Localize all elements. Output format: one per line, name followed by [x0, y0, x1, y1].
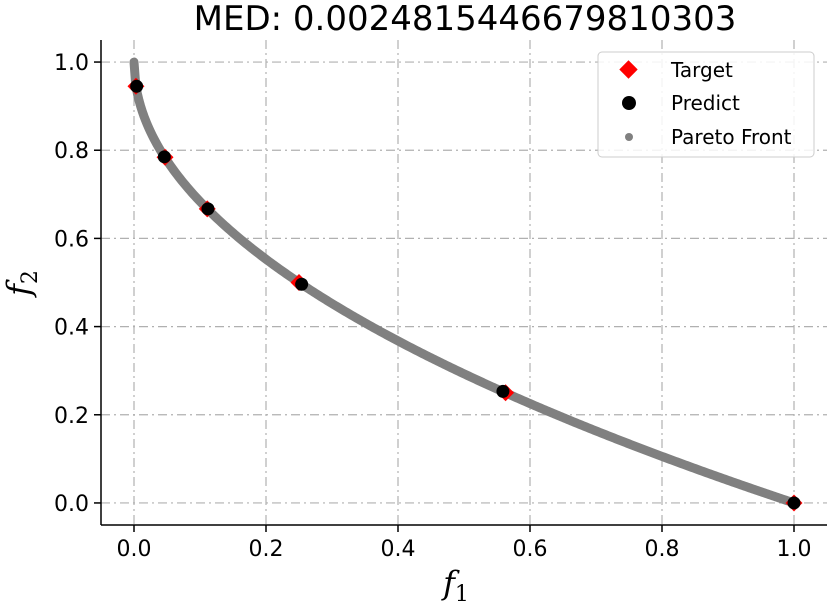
predict-series: [130, 79, 801, 510]
pareto-front-point: [315, 292, 322, 299]
pareto-front-point: [131, 59, 137, 66]
pareto-front-point: [725, 477, 731, 484]
legend-pareto-label: Pareto Front: [671, 125, 792, 149]
pareto-front-curve: [129, 57, 799, 508]
pareto-front-point: [136, 98, 143, 105]
pareto-front-point: [131, 73, 138, 80]
pareto-front-point: [692, 465, 698, 472]
x-tick-label: 0.4: [381, 537, 416, 562]
pareto-front-point: [421, 351, 428, 358]
pareto-front-point: [626, 440, 632, 447]
pareto-front-point: [447, 364, 454, 371]
predict-point: [295, 277, 309, 291]
pareto-front-point: [593, 428, 599, 435]
y-tick-label: 0.4: [54, 316, 89, 341]
pareto-front-point: [170, 167, 177, 174]
x-tick-label: 0.2: [249, 537, 284, 562]
pareto-front-point: [375, 327, 382, 334]
x-tick-label: 0.0: [117, 537, 152, 562]
pareto-front-point: [758, 488, 764, 495]
pareto-front-point: [142, 118, 149, 125]
pareto-front-point: [138, 107, 145, 114]
legend-target-label: Target: [670, 58, 733, 82]
x-axis-label-sub: 1: [455, 582, 469, 607]
predict-point: [157, 150, 171, 164]
pareto-front-point: [147, 128, 154, 135]
y-tick-label: 0.0: [54, 492, 89, 517]
y-axis-label: f2: [0, 270, 43, 298]
chart-title: MED: 0.0024815446679810303: [194, 0, 737, 39]
pareto-front-point: [246, 243, 253, 250]
pareto-front-point: [230, 229, 236, 236]
legend-predict-marker: [622, 96, 636, 110]
axes: [100, 40, 827, 526]
x-axis-label: f1: [441, 564, 469, 607]
y-axis-label-sub: 2: [18, 270, 43, 284]
pareto-front-point: [180, 179, 187, 186]
x-tick-label: 0.8: [645, 537, 680, 562]
pareto-front-point: [263, 256, 269, 263]
pareto-front-point: [395, 337, 401, 344]
predict-point: [130, 79, 144, 93]
pareto-front-point: [216, 218, 223, 225]
legend-pareto-marker: [625, 133, 633, 141]
y-tick-label: 1.0: [54, 51, 89, 76]
pareto-front-point: [355, 316, 362, 323]
pareto-front-point: [131, 68, 138, 75]
legend-box: [597, 51, 815, 158]
predict-point: [496, 384, 510, 398]
y-tick-label: 0.8: [54, 139, 89, 164]
predict-point: [787, 496, 801, 510]
x-tick-label: 1.0: [777, 537, 812, 562]
pareto-front-series: [129, 57, 799, 508]
predict-point: [201, 202, 215, 216]
pareto-front-point: [190, 191, 197, 198]
pareto-front-point: [659, 453, 665, 460]
pareto-front-point: [154, 141, 161, 148]
pareto-front-point: [560, 414, 566, 421]
pareto-front-point: [335, 304, 342, 311]
pareto-front-point: [527, 400, 533, 407]
legend-target-marker: [619, 60, 638, 79]
x-tick-label: 0.6: [513, 537, 548, 562]
y-tick-label: 0.2: [54, 404, 89, 429]
pareto-front-point: [279, 268, 286, 275]
legend: Target Predict Pareto Front: [597, 51, 815, 158]
pareto-front-point: [474, 376, 481, 383]
ticks: 0.0 0.2 0.4 0.6 0.8 1.0 0.0 0.2 0.4 0.6 0.8 1.0: [54, 51, 812, 562]
legend-predict-label: Predict: [671, 91, 740, 115]
y-tick-label: 0.6: [54, 227, 89, 252]
